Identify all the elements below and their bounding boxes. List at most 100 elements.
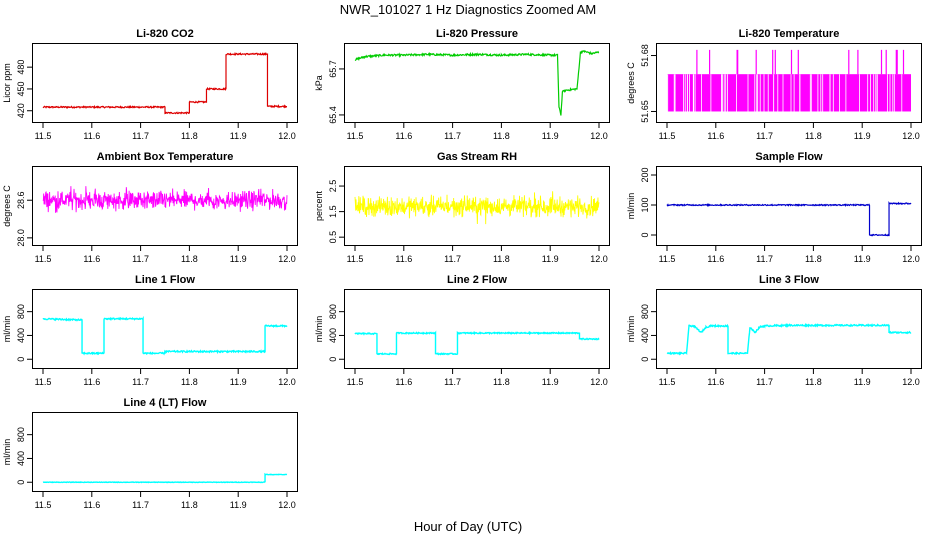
x-tick-label: 11.6 — [83, 500, 100, 510]
y-tick-label: 0 — [16, 480, 26, 485]
y-tick-label: 2.5 — [328, 180, 338, 193]
y-tick-label: 65.4 — [328, 106, 338, 124]
x-tick-label: 11.9 — [230, 131, 247, 141]
x-tick-label: 12.0 — [278, 377, 296, 387]
y-tick-label: 800 — [16, 304, 26, 319]
series-group — [354, 49, 600, 116]
chart-panel: Li-820 CO2 11.5 11.6 11.7 11.8 11.9 12.0 420 450… — [2, 28, 298, 141]
x-tick-label: 11.9 — [854, 254, 871, 264]
chart-panel: Li-820 Pressure 11.5 11.6 11.7 11.8 11.9 12.0 6… — [314, 28, 610, 141]
x-tick-label: 12.0 — [278, 131, 296, 141]
axes-box — [32, 289, 298, 369]
x-tick-label: 12.0 — [902, 254, 920, 264]
x-tick-label: 11.7 — [132, 131, 149, 141]
series-group — [667, 49, 911, 112]
x-tick-label: 12.0 — [278, 500, 296, 510]
y-tick-label: 800 — [640, 304, 650, 319]
chart-panel: Line 1 Flow 11.5 11.6 11.7 11.8 11.9 12.0 0 400 8… — [2, 274, 298, 387]
figure-title: NWR_101027 1 Hz Diagnostics Zoomed AM — [340, 2, 597, 17]
y-axis-label: degrees C — [626, 62, 636, 104]
x-tick-label: 11.7 — [444, 254, 461, 264]
chart-panel: Li-820 Temperature 11.5 11.6 11.7 11.8 11.9 12… — [626, 28, 922, 141]
figure-xlabel: Hour of Day (UTC) — [414, 519, 522, 534]
y-tick-label: 28.0 — [16, 229, 26, 247]
chart-title: Line 1 Flow — [135, 274, 195, 286]
x-tick-label: 11.9 — [230, 500, 247, 510]
y-tick-label: 400 — [328, 328, 338, 343]
series-group — [42, 51, 288, 115]
series-group — [42, 186, 288, 213]
chart-title: Line 4 (LT) Flow — [124, 397, 207, 409]
x-tick-label: 11.8 — [181, 131, 198, 141]
series-line — [354, 191, 600, 225]
x-tick-label: 11.9 — [854, 131, 871, 141]
y-tick-label: 400 — [16, 451, 26, 466]
x-tick-label: 11.7 — [132, 254, 149, 264]
x-tick-label: 11.9 — [542, 377, 559, 387]
x-tick-label: 12.0 — [590, 254, 608, 264]
x-tick-label: 11.6 — [707, 377, 724, 387]
y-axis-label: percent — [314, 190, 324, 221]
chart-title: Ambient Box Temperature — [97, 151, 234, 163]
x-tick-label: 11.5 — [347, 131, 364, 141]
x-tick-label: 11.6 — [83, 254, 100, 264]
series-group — [42, 315, 288, 356]
x-tick-label: 11.8 — [181, 377, 198, 387]
y-tick-label: 800 — [16, 427, 26, 442]
y-axis-label: ml/min — [626, 316, 636, 343]
series-spikes — [696, 49, 905, 75]
chart-title: Gas Stream RH — [437, 151, 517, 163]
x-tick-label: 11.7 — [132, 500, 149, 510]
x-tick-label: 11.7 — [444, 131, 461, 141]
x-tick-label: 11.6 — [707, 254, 724, 264]
y-tick-label: 28.6 — [16, 191, 26, 209]
x-tick-label: 11.7 — [756, 254, 773, 264]
x-tick-label: 11.9 — [542, 131, 559, 141]
axes-box — [344, 289, 610, 369]
x-tick-label: 11.6 — [707, 131, 724, 141]
y-tick-label: 100 — [640, 197, 650, 212]
chart-title: Li-820 Pressure — [436, 28, 518, 40]
x-tick-label: 11.9 — [542, 254, 559, 264]
x-tick-label: 11.5 — [659, 377, 676, 387]
chart-title: Li-820 Temperature — [739, 28, 840, 40]
series-line — [42, 51, 288, 115]
x-tick-label: 11.7 — [756, 377, 773, 387]
x-tick-label: 11.9 — [854, 377, 871, 387]
x-tick-label: 11.9 — [230, 377, 247, 387]
x-tick-label: 11.8 — [493, 377, 510, 387]
axes-box — [344, 166, 610, 246]
series-line — [354, 330, 600, 356]
x-tick-label: 11.5 — [35, 254, 52, 264]
x-tick-label: 11.8 — [493, 131, 510, 141]
series-line — [666, 322, 912, 356]
x-tick-label: 11.5 — [659, 254, 676, 264]
series-line — [354, 49, 600, 116]
x-tick-label: 11.8 — [181, 500, 198, 510]
y-axis-label: ml/min — [314, 316, 324, 343]
y-tick-label: 0.5 — [328, 231, 338, 244]
y-tick-label: 400 — [640, 328, 650, 343]
y-tick-label: 1.5 — [328, 205, 338, 218]
series-line — [42, 315, 288, 356]
y-tick-label: 450 — [16, 81, 26, 96]
axes-box — [32, 412, 298, 492]
y-axis-label: degrees C — [2, 185, 12, 227]
y-tick-label: 65.7 — [328, 60, 338, 78]
x-tick-label: 11.8 — [805, 377, 822, 387]
x-tick-label: 11.6 — [83, 377, 100, 387]
y-tick-label: 800 — [328, 304, 338, 319]
x-tick-label: 11.6 — [395, 377, 412, 387]
x-tick-label: 12.0 — [902, 131, 920, 141]
y-axis-label: ml/min — [2, 439, 12, 466]
x-tick-label: 11.5 — [659, 131, 676, 141]
series-group — [42, 472, 288, 484]
chart-panel: Line 4 (LT) Flow 11.5 11.6 11.7 11.8 11.9 12.0… — [2, 397, 298, 510]
x-tick-label: 12.0 — [278, 254, 296, 264]
chart-title: Li-820 CO2 — [136, 28, 193, 40]
y-axis-label: ml/min — [626, 193, 636, 220]
y-axis-label: kPa — [314, 75, 324, 91]
y-tick-label: 0 — [640, 232, 650, 237]
panels: Li-820 CO2 11.5 11.6 11.7 11.8 11.9 12.0 420 450… — [2, 28, 922, 510]
